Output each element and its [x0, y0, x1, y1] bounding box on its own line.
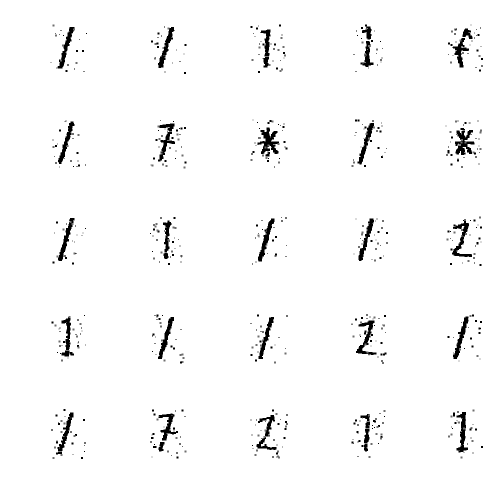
digit-sample — [433, 113, 493, 173]
digit-sample — [238, 308, 298, 368]
digit-sample — [433, 210, 493, 270]
digit-sample-image — [351, 410, 386, 458]
digit-sample-image — [353, 24, 383, 72]
digit-sample — [433, 308, 493, 368]
digit-sample — [138, 308, 198, 368]
digit-sample-image — [447, 314, 483, 362]
digit-sample-image — [150, 216, 183, 266]
digit-sample-image — [351, 314, 387, 364]
digit-sample-image — [353, 218, 388, 262]
digit-sample-image — [351, 119, 387, 168]
digit-sample — [238, 18, 298, 78]
digit-sample — [38, 308, 98, 368]
digit-sample — [38, 18, 98, 78]
digit-sample — [138, 113, 198, 173]
digit-sample-image — [151, 314, 185, 364]
digit-sample-image — [52, 120, 87, 168]
digit-sample — [433, 18, 493, 78]
digit-sample-image — [250, 119, 288, 168]
digit-sample — [138, 210, 198, 270]
digit-sample-image — [51, 315, 87, 362]
digit-sample-image — [151, 26, 187, 74]
digit-sample-image — [445, 120, 482, 168]
digit-sample-image — [447, 24, 483, 72]
digit-sample-image — [250, 24, 287, 73]
digit-sample — [138, 18, 198, 78]
digit-sample-image — [250, 314, 288, 364]
digit-sample-image — [150, 119, 187, 169]
digit-sample — [238, 403, 298, 463]
digit-sample — [338, 18, 398, 78]
digit-sample — [138, 403, 198, 463]
digit-sample — [338, 403, 398, 463]
digit-sample-image — [251, 217, 287, 265]
digit-sample-image — [250, 409, 288, 459]
digit-sample — [338, 308, 398, 368]
digit-sample-image — [150, 409, 187, 459]
digit-sample — [238, 113, 298, 173]
digit-sample — [338, 113, 398, 173]
digit-sample — [433, 403, 493, 463]
digit-sample-image — [447, 409, 483, 459]
digit-sample-image — [446, 216, 483, 266]
digit-sample — [38, 113, 98, 173]
digit-sample-image — [50, 24, 87, 73]
digit-sample — [38, 210, 98, 270]
digit-sample — [338, 210, 398, 270]
digit-sample-image — [51, 409, 86, 459]
digit-sample — [238, 210, 298, 270]
digit-sample — [38, 403, 98, 463]
digit-sample-image — [52, 218, 87, 265]
